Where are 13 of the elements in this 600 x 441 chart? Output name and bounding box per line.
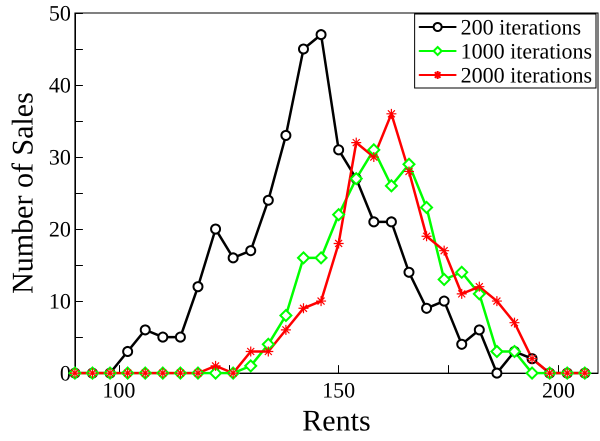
legend-label: 1000 iterations xyxy=(460,38,592,64)
x-tick-label: 150 xyxy=(322,378,356,403)
x-axis-title: Rents xyxy=(302,404,371,438)
y-tick-label: 50 xyxy=(48,0,71,26)
legend-label: 2000 iterations xyxy=(460,62,592,88)
y-tick-label: 10 xyxy=(48,288,71,314)
y-tick-label: 40 xyxy=(48,72,71,98)
x-tick-label: 100 xyxy=(102,378,136,403)
y-tick-label: 20 xyxy=(48,216,71,242)
y-axis-title: Number of Sales xyxy=(6,92,40,294)
y-tick-label: 30 xyxy=(48,144,71,170)
x-tick-label: 200 xyxy=(542,378,575,403)
legend-label: 200 iterations xyxy=(460,14,582,40)
